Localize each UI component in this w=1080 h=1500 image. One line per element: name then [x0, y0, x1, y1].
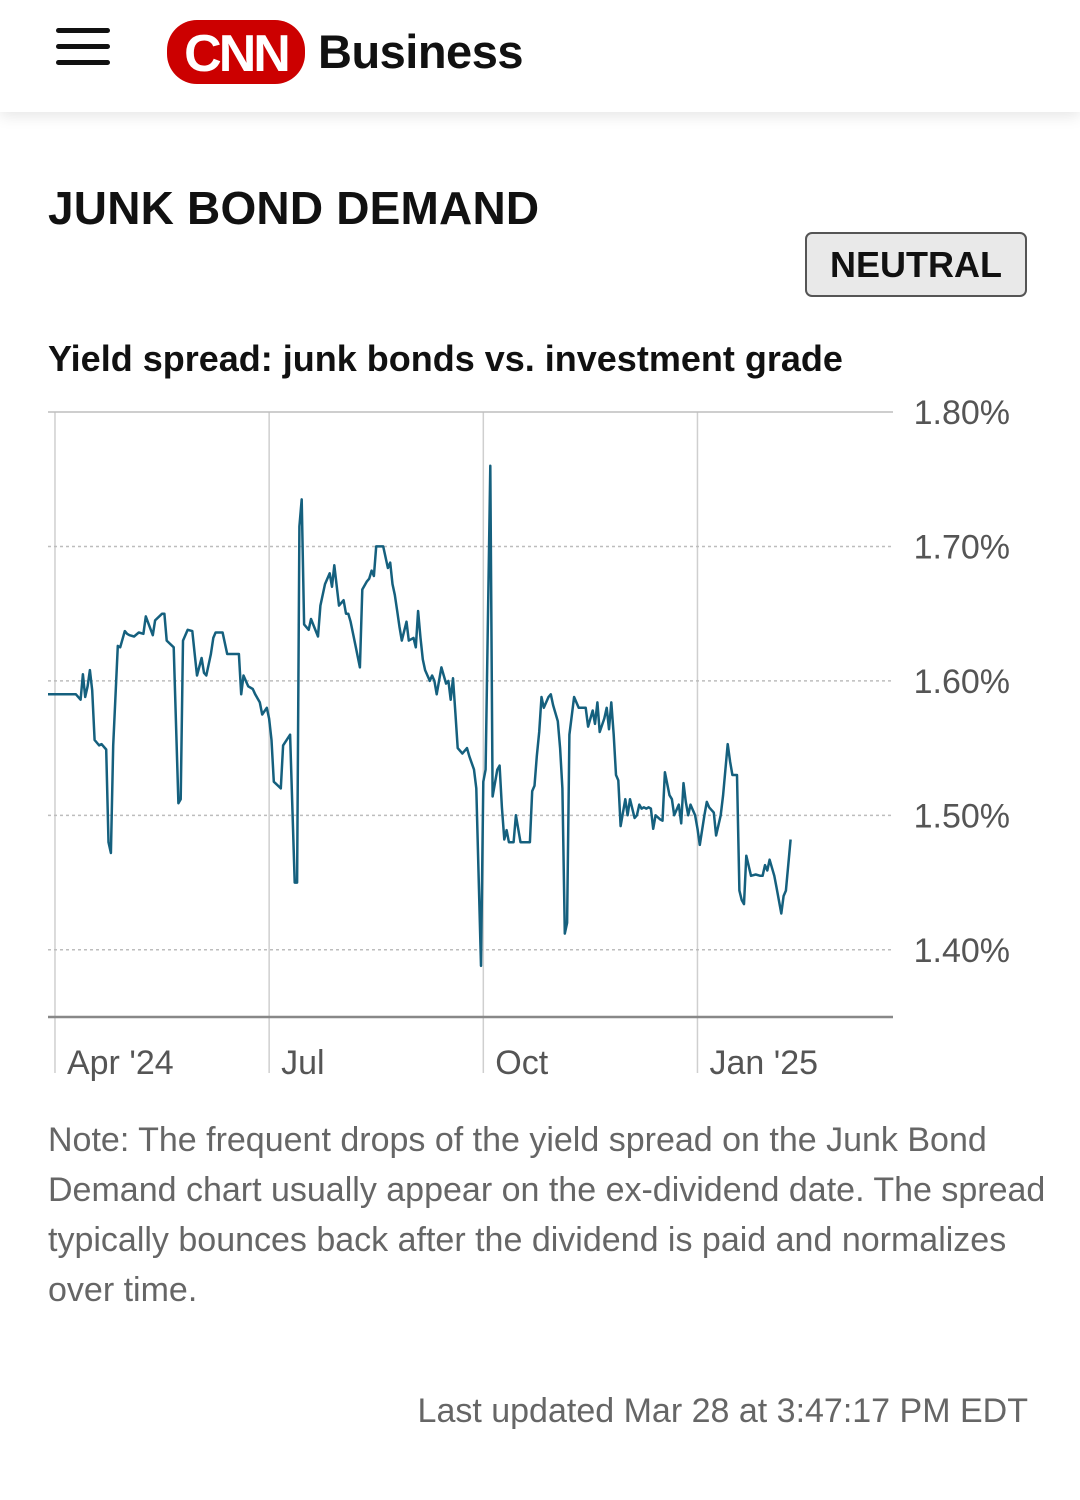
y-tick-label: 1.50% [914, 797, 1010, 835]
y-tick-label: 1.70% [914, 528, 1010, 566]
y-tick-label: 1.40% [914, 932, 1010, 970]
section-name[interactable]: Business [318, 25, 523, 78]
cnn-logo[interactable]: CNN [166, 18, 306, 86]
last-updated: Last updated Mar 28 at 3:47:17 PM EDT [417, 1392, 1028, 1430]
logo-text: CNN [184, 25, 288, 83]
x-tick-label: Oct [495, 1044, 548, 1082]
gauge-title: JUNK BOND DEMAND [48, 182, 540, 234]
x-tick-label: Apr '24 [67, 1044, 174, 1082]
hamburger-menu-icon[interactable] [56, 26, 112, 70]
site-header: CNN Business [0, 0, 1080, 112]
y-tick-label: 1.60% [914, 663, 1010, 701]
chart-note: Note: The frequent drops of the yield sp… [48, 1121, 1046, 1309]
chart-title: Yield spread: junk bonds vs. investment … [48, 338, 843, 379]
status-badge: NEUTRAL [805, 232, 1027, 297]
y-tick-label: 1.80% [914, 394, 1010, 432]
yield-spread-chart: Apr '24 Jul Oct Jan '25 1.80% 1.70% 1.60% 1.50%… [48, 394, 1010, 1082]
series-line-yield-spread [48, 464, 792, 968]
x-tick-label: Jul [281, 1044, 324, 1082]
x-tick-label: Jan '25 [709, 1044, 818, 1082]
